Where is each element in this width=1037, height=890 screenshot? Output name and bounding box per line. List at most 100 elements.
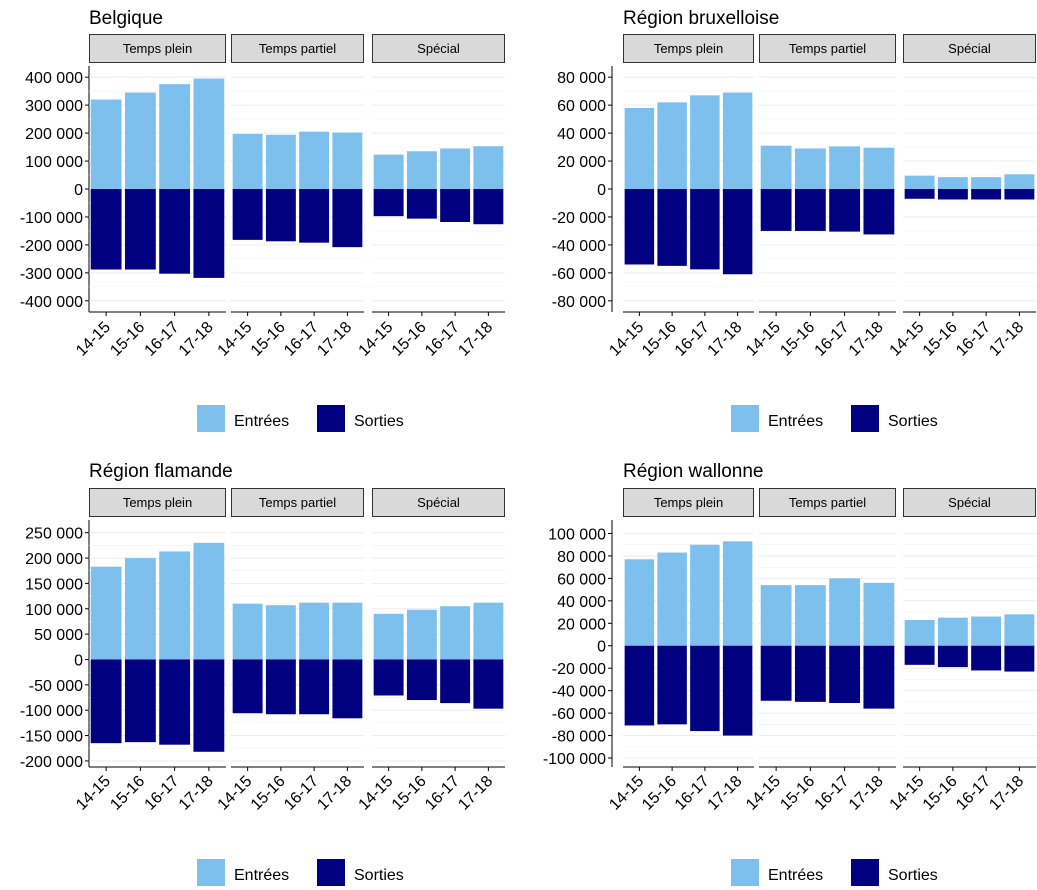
bar-entrees: [760, 585, 792, 646]
bar-entrees: [722, 541, 753, 646]
y-tick-label: 100 000: [548, 526, 606, 543]
bar-entrees: [406, 151, 437, 189]
bar-sorties: [193, 659, 225, 752]
x-tick-label: 14-15: [73, 773, 114, 814]
bar-sorties: [863, 645, 895, 709]
bar-sorties: [159, 659, 191, 745]
bar-entrees: [159, 551, 191, 660]
bar-entrees: [829, 578, 861, 646]
x-tick-label: 15-16: [389, 773, 430, 814]
legend-item: Sorties: [851, 859, 938, 886]
chart-title: Région bruxelloise: [623, 8, 779, 29]
bar-sorties: [937, 189, 968, 200]
bar-entrees: [657, 102, 687, 189]
bar-sorties: [829, 189, 861, 232]
x-tick-label: 14-15: [214, 773, 255, 814]
bar-sorties: [971, 645, 1002, 671]
bar-sorties: [794, 645, 826, 702]
x-tick-label: 17-18: [314, 773, 355, 814]
legend-swatch: [731, 405, 759, 432]
bar-sorties: [971, 189, 1002, 200]
bar-sorties: [829, 645, 861, 704]
x-tick-label: 15-16: [777, 319, 818, 360]
chart-4: Région wallonne 100 000 80 000 60 000 40 000…: [543, 461, 1036, 886]
y-tick-label: -40 000: [552, 684, 606, 701]
panel-strip-label: Spécial: [948, 41, 991, 56]
bar-entrees: [690, 95, 720, 189]
panel-strip-label: Temps plein: [654, 495, 723, 510]
legend-swatch: [197, 859, 225, 886]
bar-entrees: [937, 617, 968, 646]
legend-label: Entrées: [234, 413, 289, 430]
bar-sorties: [760, 189, 792, 231]
bar-entrees: [971, 177, 1002, 189]
panel-strip-label: Temps partiel: [259, 41, 336, 56]
bar-sorties: [690, 189, 720, 270]
x-tick-label: 14-15: [743, 319, 784, 360]
y-tick-label: -40 000: [552, 238, 606, 255]
x-tick-label: 15-16: [777, 773, 818, 814]
legend-swatch: [851, 859, 879, 886]
y-tick-label: -80 000: [552, 294, 606, 311]
bar-entrees: [159, 84, 191, 189]
y-tick-label: 80 000: [557, 70, 606, 87]
x-tick-label: 17-18: [455, 319, 496, 360]
bar-entrees: [440, 148, 471, 189]
y-tick-label: 300 000: [25, 98, 83, 115]
bar-entrees: [373, 154, 404, 189]
bar-entrees: [904, 619, 935, 646]
bar-sorties: [90, 189, 122, 270]
x-tick-label: 16-17: [672, 319, 713, 360]
legend-item: Sorties: [317, 859, 404, 886]
panel-strip-label: Spécial: [417, 41, 460, 56]
x-tick-label: 16-17: [811, 773, 852, 814]
y-tick-label: -100 000: [20, 703, 83, 720]
panel-strip: [903, 34, 1036, 63]
x-tick-label: 16-17: [141, 319, 182, 360]
legend-label: Entrées: [768, 867, 823, 884]
x-tick-label: 17-18: [704, 773, 745, 814]
panel-strip-label: Temps plein: [654, 41, 723, 56]
panel-strip: [759, 488, 896, 517]
y-tick-label: 60 000: [557, 98, 606, 115]
legend-swatch: [317, 859, 345, 886]
x-tick-label: 16-17: [953, 319, 994, 360]
y-tick-label: 60 000: [557, 571, 606, 588]
x-tick-label: 17-18: [846, 319, 887, 360]
x-tick-label: 17-18: [176, 319, 217, 360]
x-tick-label: 14-15: [73, 319, 114, 360]
x-tick-label: 15-16: [639, 773, 680, 814]
bar-entrees: [193, 78, 225, 189]
bar-sorties: [904, 189, 935, 199]
bar-sorties: [332, 189, 363, 248]
y-tick-label: 0: [74, 182, 83, 199]
y-tick-label: -150 000: [20, 729, 83, 746]
legend-swatch: [317, 405, 345, 432]
y-tick-label: -60 000: [552, 266, 606, 283]
bar-sorties: [722, 189, 753, 275]
y-tick-label: -200 000: [20, 238, 83, 255]
y-tick-label: 250 000: [25, 526, 83, 543]
legend-label: Entrées: [234, 867, 289, 884]
bar-entrees: [473, 602, 504, 660]
legend-label: Sorties: [354, 413, 404, 430]
x-tick-label: 16-17: [672, 773, 713, 814]
chart-title: Région wallonne: [623, 461, 764, 482]
bar-sorties: [440, 659, 471, 704]
bar-sorties: [373, 659, 404, 696]
bar-sorties: [624, 645, 655, 726]
x-tick-label: 14-15: [886, 773, 927, 814]
x-tick-label: 14-15: [886, 319, 927, 360]
chart-title: Belgique: [89, 8, 163, 29]
bar-entrees: [657, 552, 687, 646]
legend-item: Entrées: [197, 405, 289, 432]
bar-entrees: [829, 146, 861, 189]
y-tick-label: 200 000: [25, 126, 83, 143]
panel-strip: [372, 488, 505, 517]
panel-strip: [372, 34, 505, 63]
legend-swatch: [851, 405, 879, 432]
